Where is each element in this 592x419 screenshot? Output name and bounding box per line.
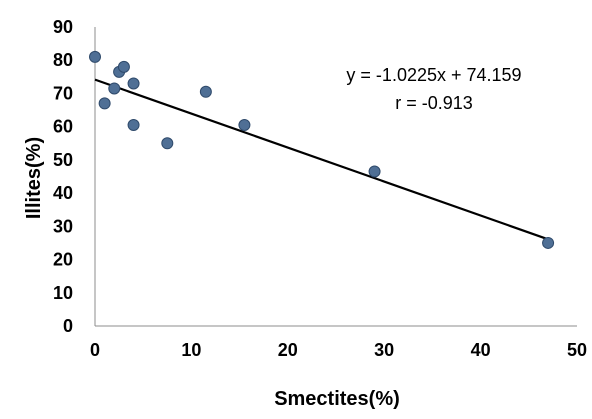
data-point <box>127 119 140 132</box>
y-tick-label: 70 <box>53 83 73 103</box>
data-point <box>117 60 130 73</box>
y-tick-label: 80 <box>53 50 73 70</box>
data-point <box>199 85 212 98</box>
y-tick-label: 40 <box>53 183 73 203</box>
data-point <box>89 50 101 63</box>
data-point <box>542 236 555 249</box>
y-axis-title: Illites(%) <box>23 137 45 219</box>
data-point <box>108 82 121 95</box>
tick-labels: 0 10 20 30 40 50 60 70 80 90 0 10 20 30 40 50 <box>53 17 587 360</box>
y-tick-label: 90 <box>53 17 73 37</box>
x-tick-label: 50 <box>567 340 587 360</box>
correlation-coefficient: r = -0.913 <box>395 93 473 113</box>
y-tick-label: 0 <box>63 316 73 336</box>
trendline-group <box>94 78 549 241</box>
data-points <box>89 50 555 249</box>
x-tick-label: 40 <box>471 340 491 360</box>
y-tick-label: 60 <box>53 117 73 137</box>
data-point <box>98 97 111 110</box>
y-tick-label: 30 <box>53 216 73 236</box>
y-tick-label: 20 <box>53 250 73 270</box>
data-point <box>368 165 381 178</box>
trendline <box>94 78 549 241</box>
data-point <box>127 77 140 90</box>
x-tick-label: 10 <box>181 340 201 360</box>
y-tick-label: 10 <box>53 283 73 303</box>
data-point <box>161 137 174 150</box>
x-tick-label: 30 <box>374 340 394 360</box>
data-point <box>238 119 251 132</box>
y-tick-label: 50 <box>53 150 73 170</box>
x-axis-title: Smectites(%) <box>274 388 400 410</box>
axes-group <box>94 27 577 327</box>
trendline-equation: y = -1.0225x + 74.159 <box>346 65 521 85</box>
x-tick-label: 0 <box>90 340 100 360</box>
x-tick-label: 20 <box>278 340 298 360</box>
